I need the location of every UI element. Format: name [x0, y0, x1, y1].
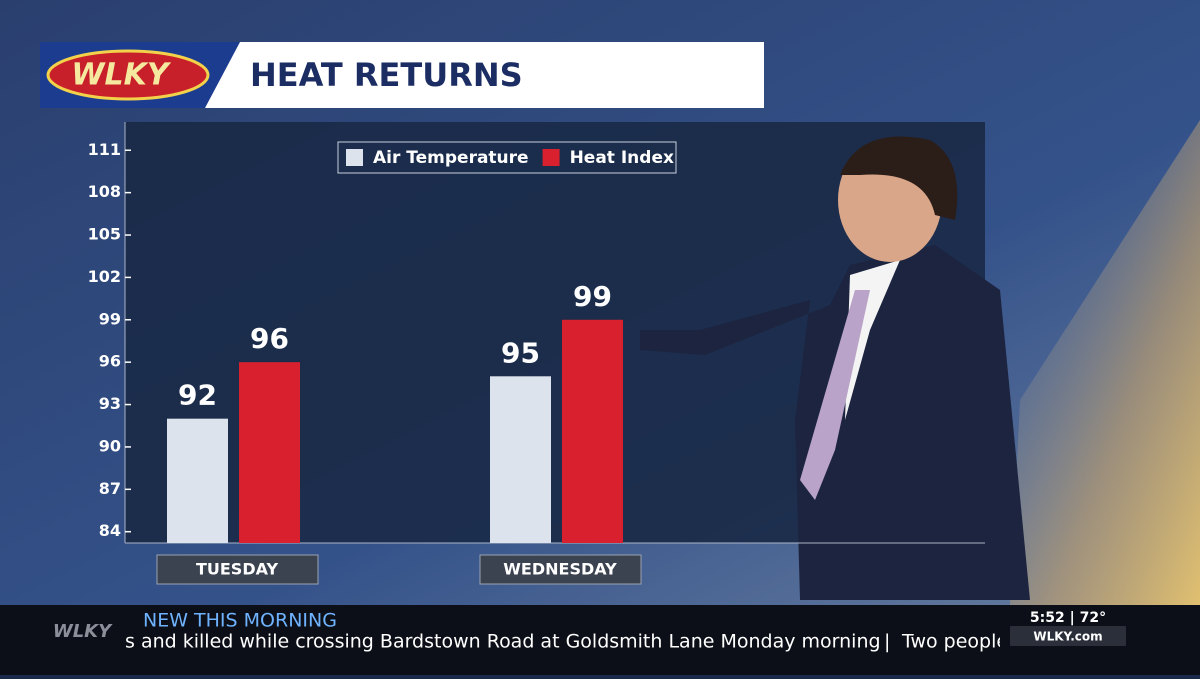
legend-swatch: [542, 149, 560, 166]
background-glow: [1010, 120, 1200, 605]
site-box: [1010, 626, 1126, 646]
bar-value-label: 95: [501, 336, 540, 369]
ticker-story: s and killed while crossing Bardstown Ro…: [125, 631, 881, 653]
ticker-brand: WLKY: [53, 621, 113, 642]
y-tick-label: 99: [99, 309, 121, 328]
y-tick-label: 102: [88, 267, 121, 286]
y-tick-label: 105: [88, 225, 121, 244]
y-tick-label: 90: [99, 436, 121, 455]
y-tick-label: 96: [99, 352, 121, 371]
legend-label: Heat Index: [570, 148, 674, 168]
bar-value-label: 99: [573, 280, 612, 313]
category-box: [479, 554, 642, 585]
x-tick-label: WEDNESDAY: [503, 560, 617, 579]
time-temp: 5:52 | 72°: [1030, 610, 1106, 626]
ticker-separator: |: [884, 631, 890, 653]
bar: [239, 362, 300, 543]
ticker-next: Two people: [901, 631, 1008, 653]
legend-label: Air Temperature: [373, 148, 529, 168]
y-tick-label: 87: [99, 479, 121, 498]
bar: [167, 418, 228, 543]
bar-value-label: 96: [250, 322, 289, 355]
bar: [490, 376, 551, 543]
headline: HEAT RETURNS: [250, 56, 523, 94]
legend-swatch: [346, 149, 363, 166]
presenter: [640, 136, 1030, 600]
logo-oval: [46, 49, 210, 101]
y-tick-label: 93: [99, 394, 121, 413]
y-tick-label: 84: [99, 521, 121, 540]
site: WLKY.com: [1033, 630, 1102, 644]
bar: [562, 319, 623, 543]
legend-box: [337, 141, 677, 174]
bar-value-label: 92: [178, 379, 217, 412]
category-box: [156, 554, 319, 585]
logo: WLKY: [71, 58, 171, 93]
ticker-label: NEW THIS MORNING: [143, 610, 337, 632]
x-tick-label: TUESDAY: [196, 560, 278, 579]
y-tick-label: 111: [88, 140, 121, 159]
y-tick-label: 108: [88, 182, 121, 201]
